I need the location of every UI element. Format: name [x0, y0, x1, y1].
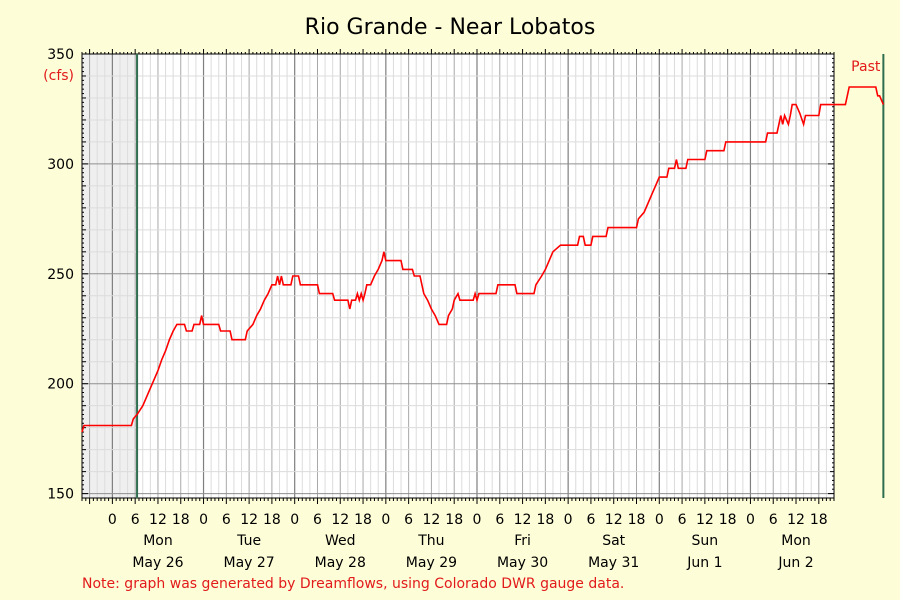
date-label: May 28: [315, 555, 366, 571]
x-tick-label: 6: [222, 512, 231, 528]
footnote: Note: graph was generated by Dreamflows,…: [82, 576, 624, 592]
x-tick-label: 6: [313, 512, 322, 528]
date-label: May 31: [588, 555, 639, 571]
plot-background: [82, 54, 834, 498]
x-tick-label: 6: [586, 512, 595, 528]
date-label: May 30: [497, 555, 548, 571]
day-label: Fri: [514, 533, 531, 549]
x-tick-label: 12: [787, 512, 805, 528]
x-tick-label: 18: [263, 512, 281, 528]
x-tick-label: 0: [655, 512, 664, 528]
date-label: Jun 2: [777, 555, 813, 571]
y-tick-label: 250: [47, 267, 74, 283]
y-axis-unit: (cfs): [43, 68, 74, 84]
day-label: Tue: [236, 533, 261, 549]
x-tick-label: 0: [746, 512, 755, 528]
x-tick-label: 18: [536, 512, 554, 528]
x-tick-label: 12: [696, 512, 714, 528]
day-label: Mon: [143, 533, 173, 549]
day-label: Sun: [692, 533, 719, 549]
x-tick-label: 12: [331, 512, 349, 528]
date-label: Jun 1: [686, 555, 722, 571]
x-tick-label: 0: [564, 512, 573, 528]
x-tick-label: 6: [678, 512, 687, 528]
x-tick-label: 12: [149, 512, 167, 528]
x-tick-label: 12: [514, 512, 532, 528]
flow-series-line: [81, 86, 885, 433]
x-tick-label: 0: [290, 512, 299, 528]
x-tick-label: 18: [354, 512, 372, 528]
day-label: Wed: [325, 533, 356, 549]
date-label: May 26: [132, 555, 183, 571]
x-tick-label: 0: [381, 512, 390, 528]
shaded-region-left: [82, 54, 138, 498]
x-tick-label: 12: [605, 512, 623, 528]
x-tick-label: 6: [404, 512, 413, 528]
y-tick-label: 150: [47, 487, 74, 503]
y-tick-label: 350: [47, 47, 74, 63]
x-tick-label: 0: [108, 512, 117, 528]
date-label: May 29: [406, 555, 457, 571]
x-tick-label: 18: [628, 512, 646, 528]
x-tick-label: 12: [240, 512, 258, 528]
day-label: Mon: [781, 533, 811, 549]
day-label: Sat: [602, 533, 625, 549]
chart-title: Rio Grande - Near Lobatos: [305, 15, 596, 40]
x-tick-label: 18: [445, 512, 463, 528]
x-tick-label: 18: [810, 512, 828, 528]
y-tick-label: 300: [47, 157, 74, 173]
x-tick-label: 18: [719, 512, 737, 528]
past-label: Past: [851, 59, 881, 75]
y-tick-label: 200: [47, 377, 74, 393]
x-tick-label: 6: [495, 512, 504, 528]
x-tick-label: 0: [199, 512, 208, 528]
day-label: Thu: [417, 533, 444, 549]
x-tick-label: 6: [769, 512, 778, 528]
x-tick-label: 0: [473, 512, 482, 528]
x-tick-label: 12: [423, 512, 441, 528]
x-tick-label: 6: [131, 512, 140, 528]
x-tick-label: 18: [172, 512, 190, 528]
date-label: May 27: [224, 555, 275, 571]
